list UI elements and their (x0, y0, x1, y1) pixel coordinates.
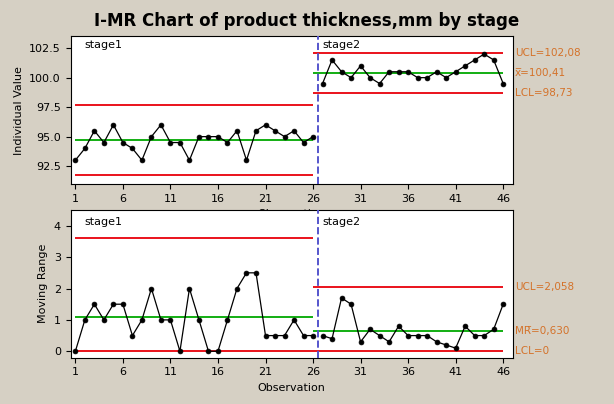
Text: LCL=98,73: LCL=98,73 (515, 88, 572, 98)
Y-axis label: Moving Range: Moving Range (38, 244, 49, 324)
Text: x̅=100,41: x̅=100,41 (515, 68, 566, 78)
Text: stage2: stage2 (322, 40, 360, 50)
X-axis label: Observation: Observation (258, 383, 325, 393)
Text: MR̅=0,630: MR̅=0,630 (515, 326, 569, 337)
X-axis label: Observation: Observation (258, 209, 325, 219)
Text: LCL=0: LCL=0 (515, 346, 549, 356)
Text: stage2: stage2 (322, 217, 360, 227)
Text: stage1: stage1 (85, 217, 123, 227)
Text: UCL=102,08: UCL=102,08 (515, 48, 580, 58)
Text: I-MR Chart of product thickness,mm by stage: I-MR Chart of product thickness,mm by st… (95, 12, 519, 30)
Y-axis label: Individual Value: Individual Value (14, 66, 23, 154)
Text: UCL=2,058: UCL=2,058 (515, 282, 574, 292)
Text: stage1: stage1 (85, 40, 123, 50)
